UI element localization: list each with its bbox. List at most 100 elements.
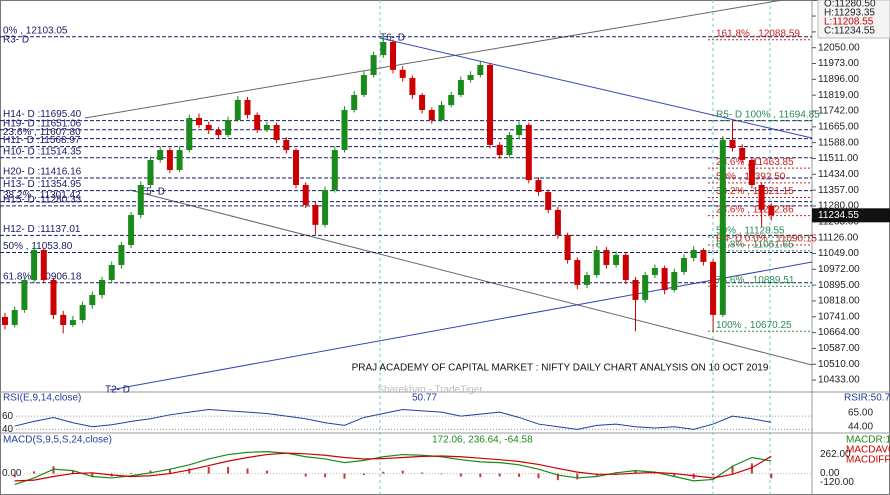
level-label: H15- D :11280.33 <box>3 195 82 206</box>
candle-body <box>613 254 620 265</box>
y-tick-label: 10587.00 <box>818 343 860 354</box>
macd-tick-label: 262.00 <box>820 449 851 460</box>
price-tag-label: 11234.55 <box>818 210 859 221</box>
level-label: H11- D :11568.97 <box>3 135 81 146</box>
fib-label: 38.2% , 11321.15 <box>716 186 794 197</box>
y-tick-label: 11126.00 <box>818 232 859 243</box>
candle-body <box>2 316 8 325</box>
ohlc-text: C:11234.55 <box>824 26 875 37</box>
candle-body <box>651 268 658 276</box>
fib-label: 23.6% , 11232.86 <box>716 204 794 215</box>
candle-body <box>21 279 28 310</box>
trend-line <box>109 261 813 391</box>
annotation: T6- D <box>380 33 405 44</box>
rsi-tick-label: 65.00 <box>848 407 873 418</box>
candle-body <box>622 254 629 280</box>
fib-label: 161.8% , 12088.59 <box>716 28 800 39</box>
candle-body <box>147 159 154 186</box>
rsi-right: RSIR:50.77 <box>844 393 890 404</box>
annotation: R3- D <box>3 35 29 46</box>
candle-body <box>60 314 67 325</box>
y-tick-label: 11434.00 <box>818 169 859 180</box>
y-tick-label: 11819.00 <box>818 90 859 101</box>
candle-body <box>157 150 164 160</box>
trend-line <box>84 0 786 119</box>
y-tick-label: 11665.00 <box>818 121 859 132</box>
candle-body <box>50 279 57 315</box>
candle-body <box>176 150 183 170</box>
ohlc-text: O:11280.50 <box>824 0 876 10</box>
y-tick-label: 10972.00 <box>818 264 860 275</box>
candle-body <box>11 309 18 325</box>
macd-line <box>14 451 772 486</box>
level-label: H10- D :11514.35 <box>3 146 82 157</box>
candle-body <box>205 124 212 130</box>
level-label: H19- D :11651.06 <box>3 118 82 129</box>
candle-body <box>351 94 358 110</box>
y-tick-label: 11049.00 <box>818 248 859 259</box>
candle-body <box>564 234 571 261</box>
rsi-left-tick: 40 <box>2 424 14 435</box>
candle-body <box>79 305 86 321</box>
y-tick-label: 10741.00 <box>818 311 860 322</box>
candle-body <box>40 249 47 280</box>
candle-body <box>554 209 561 235</box>
y-tick-label: 11588.00 <box>818 137 859 148</box>
candle-body <box>448 94 455 106</box>
candle-body <box>370 55 377 76</box>
candle-body <box>89 294 96 306</box>
macd-line <box>14 452 772 482</box>
y-tick-label: 10818.00 <box>818 296 860 307</box>
candle-body <box>700 249 707 262</box>
candle-body <box>331 150 338 190</box>
candle-body <box>263 124 270 130</box>
level-label: H12- D :11137.01 <box>3 224 81 235</box>
annotation: T5- D <box>140 187 165 198</box>
candle-body <box>128 215 135 246</box>
y-tick-label: 11357.00 <box>818 185 859 196</box>
y-tick-label: 11511.00 <box>818 153 859 164</box>
candle-body <box>632 279 639 300</box>
candle-body <box>719 139 726 315</box>
level-label: 23.6% , 11607.80 <box>3 127 81 138</box>
trend-line <box>129 189 813 366</box>
y-tick-label: 10895.00 <box>818 280 860 291</box>
candle-body <box>225 120 232 136</box>
macd-legend: MACDIFF:-64.58 <box>846 455 890 466</box>
fib-label: 23.6% , 11463.85 <box>716 157 794 168</box>
candle-body <box>31 249 38 280</box>
watermark: Sharekhan - TradeTiger <box>377 385 483 396</box>
rsi-title: RSI(E,9,14,close) <box>3 393 81 404</box>
macd-left-tick: 0.00 <box>2 468 22 479</box>
ohlc-text: H:11293.35 <box>824 8 875 19</box>
candle-body <box>671 271 678 291</box>
price-tag <box>812 208 890 223</box>
candle-body <box>108 264 115 280</box>
trend-line <box>379 37 813 139</box>
macd-tick-label: 0.00 <box>820 468 840 479</box>
fib-label: 78.6% , 10889.51 <box>716 275 795 286</box>
candle-body <box>234 99 241 121</box>
candle-body <box>293 150 299 186</box>
candle-body <box>341 109 348 151</box>
macd-legend: MACDAVG:236.64 <box>846 445 890 456</box>
y-tick-label: 10664.00 <box>818 327 860 338</box>
candle-body <box>419 94 426 110</box>
candle-body <box>244 99 251 115</box>
ohlc-box <box>817 0 890 39</box>
rsi-left-tick: 60 <box>2 411 14 422</box>
candle-body <box>302 185 309 205</box>
candle-body <box>487 64 493 145</box>
macd-title: MACD(S,9,5,S,24,close) <box>3 435 112 446</box>
level-label: H13- D :11354.95 <box>3 179 82 190</box>
candle-body <box>380 41 387 56</box>
candle-body <box>399 69 406 78</box>
rsi-line <box>14 409 772 430</box>
candle-body <box>283 139 290 151</box>
fib-label: 50% , 11128.55 <box>716 226 785 237</box>
candle-body <box>428 109 435 121</box>
candle-body <box>535 180 542 192</box>
candle-body <box>710 261 717 315</box>
y-tick-label: 10433.00 <box>818 375 860 386</box>
candle-body <box>273 124 280 140</box>
